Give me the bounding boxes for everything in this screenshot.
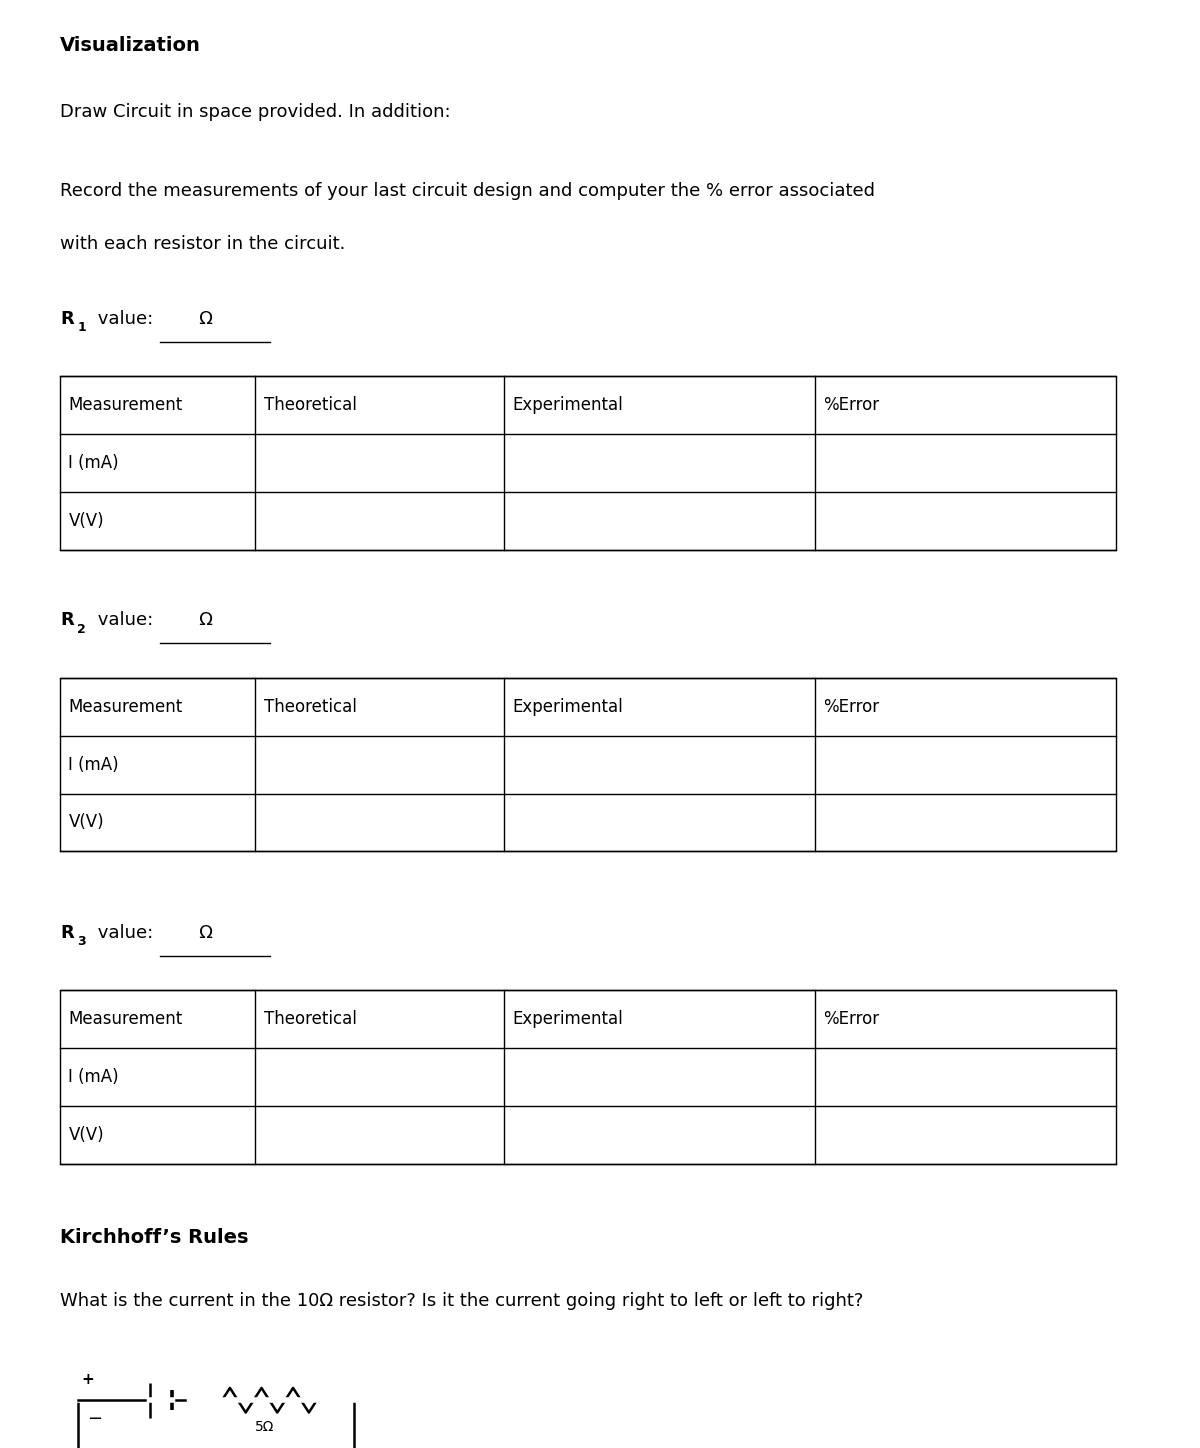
Text: Experimental: Experimental <box>512 698 623 715</box>
Text: with each resistor in the circuit.: with each resistor in the circuit. <box>60 235 346 252</box>
Text: I (mA): I (mA) <box>68 1069 119 1086</box>
Text: 2: 2 <box>78 623 86 636</box>
Text: +: + <box>82 1373 95 1387</box>
Text: R: R <box>60 924 73 941</box>
Text: What is the current in the 10Ω resistor? Is it the current going right to left o: What is the current in the 10Ω resistor?… <box>60 1292 863 1309</box>
Bar <box>60 678 1116 851</box>
Bar <box>60 990 1116 1164</box>
Text: %Error: %Error <box>823 397 880 414</box>
Text: value:        Ω: value: Ω <box>92 611 214 628</box>
Text: Experimental: Experimental <box>512 397 623 414</box>
Text: value:        Ω: value: Ω <box>92 310 214 327</box>
Text: Theoretical: Theoretical <box>264 698 356 715</box>
Text: Theoretical: Theoretical <box>264 1011 356 1028</box>
Text: V(V): V(V) <box>68 513 104 530</box>
Text: Experimental: Experimental <box>512 1011 623 1028</box>
Text: Measurement: Measurement <box>68 698 182 715</box>
Text: 5Ω: 5Ω <box>254 1420 275 1435</box>
Text: Theoretical: Theoretical <box>264 397 356 414</box>
Text: %Error: %Error <box>823 698 880 715</box>
Text: Measurement: Measurement <box>68 1011 182 1028</box>
Text: Measurement: Measurement <box>68 397 182 414</box>
Text: Kirchhoff’s Rules: Kirchhoff’s Rules <box>60 1228 248 1247</box>
Text: I (mA): I (mA) <box>68 455 119 472</box>
Text: R: R <box>60 310 73 327</box>
Text: Draw Circuit in space provided. In addition:: Draw Circuit in space provided. In addit… <box>60 103 451 120</box>
Text: V(V): V(V) <box>68 814 104 831</box>
Text: Visualization: Visualization <box>60 36 200 55</box>
Text: 1: 1 <box>78 321 86 334</box>
Bar <box>60 376 1116 550</box>
Text: value:        Ω: value: Ω <box>92 924 214 941</box>
Text: −: − <box>88 1410 103 1428</box>
Text: %Error: %Error <box>823 1011 880 1028</box>
Text: I (mA): I (mA) <box>68 756 119 773</box>
Text: Record the measurements of your last circuit design and computer the % error ass: Record the measurements of your last cir… <box>60 182 875 200</box>
Text: R: R <box>60 611 73 628</box>
Text: V(V): V(V) <box>68 1127 104 1144</box>
Text: 3: 3 <box>78 935 86 948</box>
